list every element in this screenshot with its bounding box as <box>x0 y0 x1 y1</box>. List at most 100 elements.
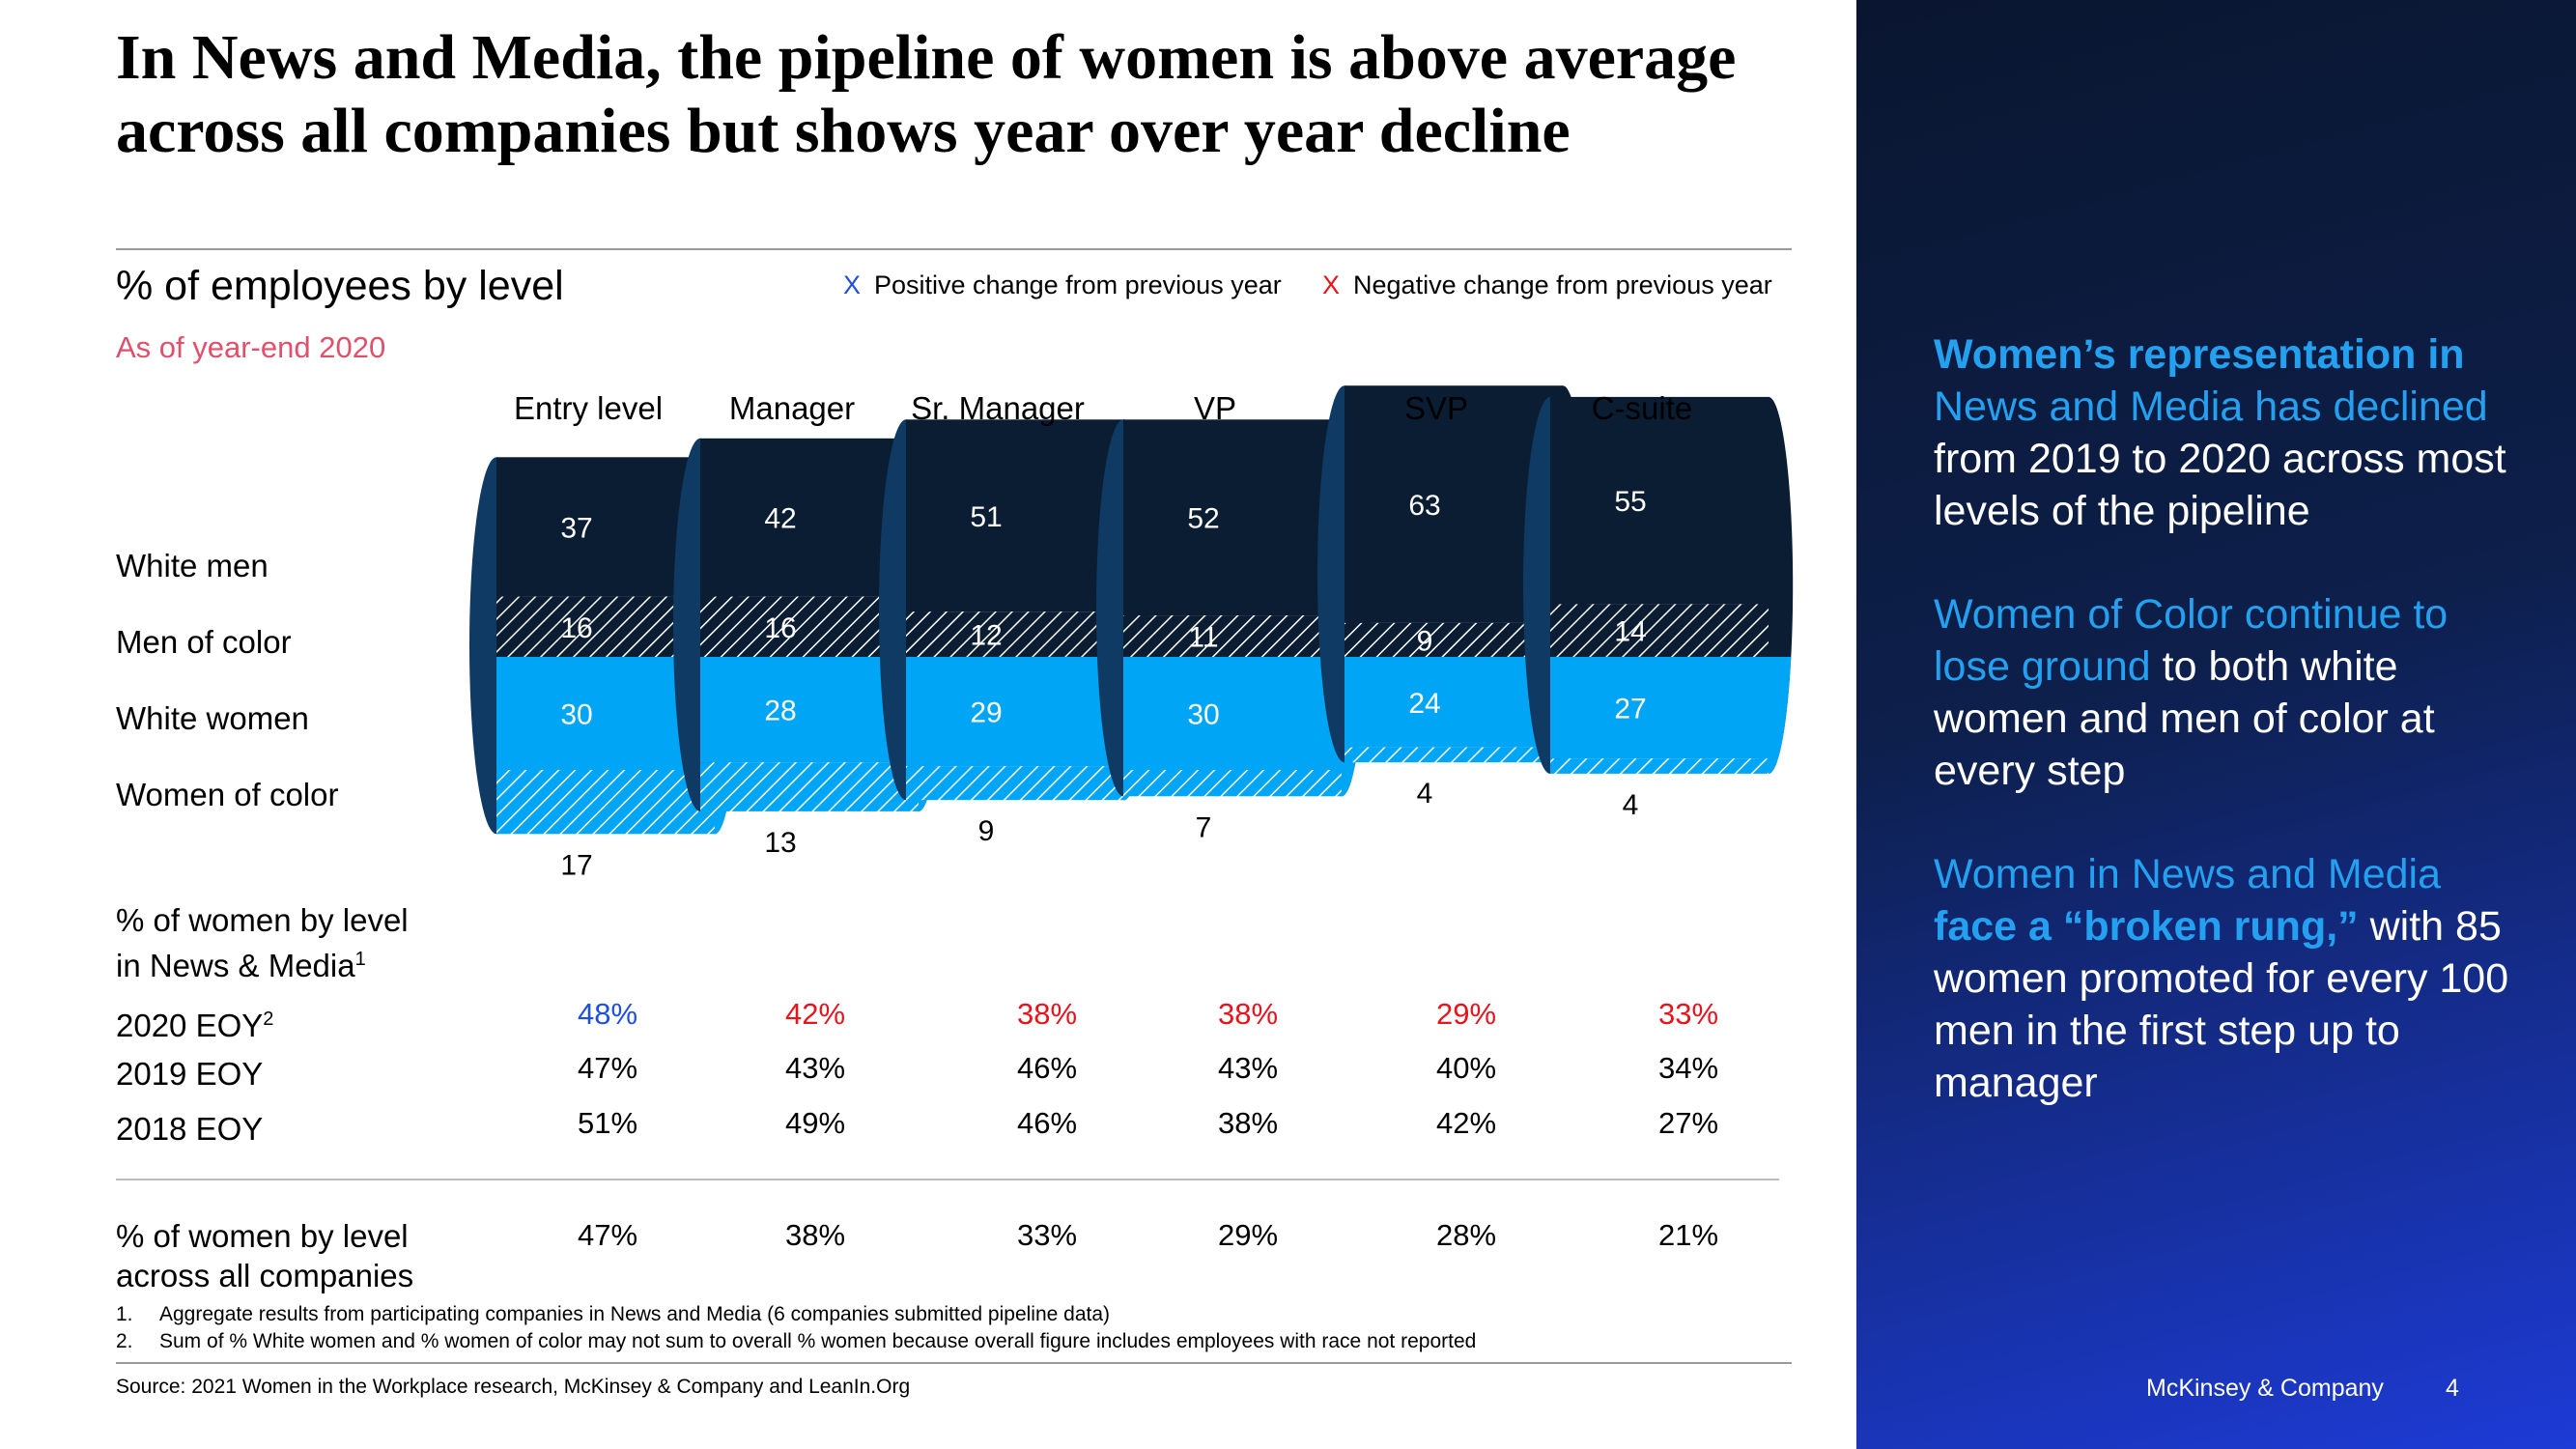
news-media-footnote-ref: 1 <box>354 949 366 970</box>
source-note: Source: 2021 Women in the Workplace rese… <box>116 1376 911 1398</box>
chart-subtitle: % of employees by level <box>116 263 564 309</box>
value-label-men-of-color-4: 9 <box>1417 625 1433 657</box>
women-pct-2019-4: 40% <box>1435 1051 1497 1085</box>
women-pct-2020-2: 38% <box>1016 997 1078 1031</box>
women-pct-2019-3: 43% <box>1217 1051 1279 1085</box>
footnote-1-text: Aggregate results from participating com… <box>159 1303 1111 1325</box>
legend-negative-label: Negative change from previous year <box>1353 270 1772 299</box>
insight-2-highlight: Women of Color continue to lose ground <box>1934 591 2449 690</box>
bar-white-men-3 <box>1123 419 1342 616</box>
women-pct-2020-5: 33% <box>1657 997 1719 1031</box>
row-label-white-men: White men <box>116 548 269 583</box>
category-label-1: Manager <box>729 390 855 426</box>
all-companies-women-label: % of women by level across all companies <box>116 1216 413 1295</box>
news-media-label-line2: in News & Media <box>116 948 355 983</box>
insight-1-rest: from 2019 to 2020 across most levels of … <box>1934 436 2506 534</box>
page-number: 4 <box>2446 1375 2459 1402</box>
year-2020-label: 2020 EOY2 <box>116 1000 273 1045</box>
footer-divider <box>116 1362 1792 1364</box>
women-pct-2018-3: 38% <box>1217 1106 1279 1140</box>
year-2018-label: 2018 EOY <box>116 1111 264 1147</box>
page-title: In News and Media, the pipeline of women… <box>116 22 1737 166</box>
news-media-label-line1: % of women by level <box>116 902 409 938</box>
legend-positive-mark: X <box>843 270 862 299</box>
value-label-white-men-1: 42 <box>764 503 796 535</box>
women-pct-2018-1: 49% <box>784 1106 846 1140</box>
bar-white-women-5 <box>1550 657 1769 759</box>
insight-1-bold: Women’s representation in <box>1934 331 2465 378</box>
value-label-women-of-color-0: 17 <box>560 849 592 881</box>
value-label-men-of-color-1: 16 <box>764 612 796 644</box>
value-label-white-women-0: 30 <box>560 699 592 731</box>
row-label-women-of-color: Women of color <box>116 777 339 812</box>
value-label-white-men-2: 51 <box>970 501 1002 533</box>
insight-3-highlight: Women in News and Media <box>1934 851 2442 897</box>
women-pct-2018-2: 46% <box>1016 1106 1078 1140</box>
value-label-women-of-color-3: 7 <box>1196 811 1212 843</box>
as-of-date: As of year-end 2020 <box>116 330 386 364</box>
women-pct-all-companies-4: 28% <box>1435 1218 1497 1252</box>
category-label-5: C-suite <box>1592 390 1693 426</box>
bar-men-of-color-2 <box>906 611 1124 657</box>
insight-3-rest: with 85 women promoted for every 100 men… <box>1934 903 2509 1106</box>
value-label-women-of-color-1: 13 <box>764 827 796 859</box>
value-label-men-of-color-0: 16 <box>560 612 592 644</box>
women-pct-2020-4: 29% <box>1435 997 1497 1031</box>
insight-1: Women’s representation in News and Media… <box>1934 328 2533 537</box>
year-2020-text: 2020 EOY <box>116 1008 264 1043</box>
legend-positive-label: Positive change from previous year <box>874 270 1282 299</box>
insights-panel: Women’s representation in News and Media… <box>1856 0 2576 1449</box>
legend-negative: X Negative change from previous year <box>1322 270 1772 300</box>
footnote-2: 2. Sum of % White women and % women of co… <box>116 1330 1476 1353</box>
category-label-0: Entry level <box>514 390 663 426</box>
value-label-women-of-color-2: 9 <box>978 815 995 847</box>
women-pct-2019-2: 46% <box>1016 1051 1078 1085</box>
row-label-men-of-color: Men of color <box>116 624 292 660</box>
bar-men-of-color-5 <box>1550 604 1769 657</box>
value-label-white-women-3: 30 <box>1187 699 1219 731</box>
title-divider <box>116 248 1792 250</box>
footnote-2-number: 2. <box>116 1330 133 1352</box>
women-pct-all-companies-3: 29% <box>1217 1218 1279 1252</box>
women-pct-2019-1: 43% <box>784 1051 846 1085</box>
footnote-2-text: Sum of % White women and % women of colo… <box>159 1330 1477 1352</box>
all-companies-label-line2: across all companies <box>116 1258 414 1293</box>
women-pct-2020-0: 48% <box>577 997 638 1031</box>
women-pct-2018-0: 51% <box>577 1106 638 1140</box>
chart-marks: 37 16 30 17 Entry level 42 16 28 13 Manager 51 12 29… <box>469 385 1794 881</box>
value-label-white-men-0: 37 <box>560 512 592 544</box>
bar-women-of-color-4 <box>1345 747 1563 763</box>
value-label-white-women-5: 27 <box>1614 694 1646 725</box>
women-pct-2018-5: 27% <box>1657 1106 1719 1140</box>
footnote-1: 1. Aggregate results from participating c… <box>116 1303 1110 1326</box>
bar-women-of-color-3 <box>1123 770 1342 797</box>
value-label-women-of-color-4: 4 <box>1417 778 1433 810</box>
value-label-women-of-color-5: 4 <box>1623 789 1639 821</box>
value-label-white-women-4: 24 <box>1408 688 1440 720</box>
bar-women-of-color-1 <box>700 762 919 811</box>
women-pct-2020-3: 38% <box>1217 997 1279 1031</box>
value-label-white-men-3: 52 <box>1187 503 1219 535</box>
insight-3-bold: face a “broken rung,” <box>1934 903 2359 950</box>
footnote-1-number: 1. <box>116 1303 133 1325</box>
women-pct-all-companies-5: 21% <box>1657 1218 1719 1252</box>
category-label-3: VP <box>1194 390 1236 426</box>
insight-1-highlight: News and Media has declined <box>1934 384 2488 430</box>
women-pct-2019-0: 47% <box>577 1051 638 1085</box>
bar-men-of-color-3 <box>1123 615 1342 657</box>
column-5: 55 14 27 4 <box>1523 396 1794 821</box>
legend-positive: X Positive change from previous year <box>843 270 1282 300</box>
insight-3: Women in News and Media face a “broken r… <box>1934 848 2533 1109</box>
brand-name: McKinsey & Company <box>2146 1375 2384 1402</box>
all-companies-label-line1: % of women by level <box>116 1218 409 1254</box>
legend-negative-mark: X <box>1322 270 1341 299</box>
value-label-men-of-color-5: 14 <box>1614 616 1646 648</box>
value-label-men-of-color-2: 12 <box>970 620 1002 652</box>
bar-white-women-3 <box>1123 657 1342 770</box>
year-2020-footnote-ref: 2 <box>263 1009 274 1030</box>
value-label-men-of-color-3: 11 <box>1188 622 1218 654</box>
value-label-white-men-5: 55 <box>1614 486 1646 518</box>
women-pct-2019-5: 34% <box>1657 1051 1719 1085</box>
bar-white-men-2 <box>906 419 1124 612</box>
women-pct-all-companies-1: 38% <box>784 1218 846 1252</box>
